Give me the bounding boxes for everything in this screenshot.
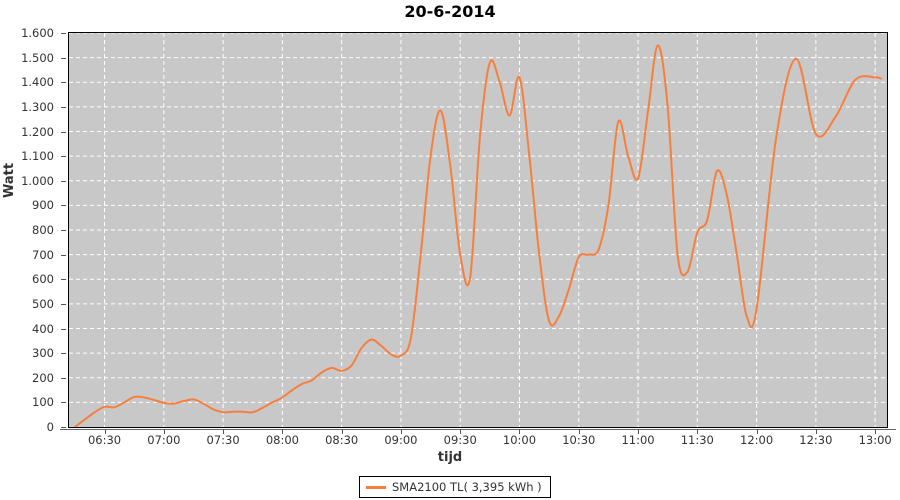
y-axis-tick-labels: 0 100 200 300 400 500 600 700 800 900 1.000 1.100 1.… [0,0,66,500]
y-tick-label: 300 [32,346,54,361]
y-tick-mark [61,180,66,182]
y-tick-label: 1.400 [21,75,54,90]
y-tick-mark [61,82,66,84]
x-tick-mark [875,429,877,434]
y-tick-mark [61,328,66,330]
x-tick-mark [815,429,817,434]
y-tick-label: 1.600 [21,26,54,40]
legend[interactable]: SMA2100 TL( 3,395 kWh ) [359,476,551,498]
x-tick-label: 13:00 [858,433,892,447]
chart-title: 20-6-2014 [404,2,496,21]
y-tick-label: 600 [32,272,54,287]
y-tick-mark [61,205,66,207]
y-tick-mark [61,377,66,379]
x-tick-mark [638,429,640,434]
x-tick-label: 10:00 [502,433,537,447]
y-tick-label: 0 [46,420,54,434]
x-tick-mark [341,429,343,434]
x-tick-label: 11:00 [621,433,655,447]
y-tick-label: 1.000 [21,173,54,188]
x-tick-mark [223,429,225,434]
x-axis-title: tijd [437,450,463,465]
legend-color-swatch [366,485,386,489]
y-tick-mark [61,254,66,256]
legend-entry-label: SMA2100 TL( 3,395 kWh ) [392,480,542,494]
y-tick-label: 400 [32,321,54,336]
x-tick-label: 11:30 [680,433,714,447]
x-tick-label: 09:30 [443,433,477,447]
plot-area [68,32,888,428]
x-tick-mark [104,429,106,434]
y-tick-mark [61,156,66,158]
y-tick-label: 1.500 [21,50,54,65]
y-tick-mark [61,303,66,305]
x-tick-mark [282,429,284,434]
y-tick-mark [61,33,66,34]
x-tick-label: 07:00 [147,433,181,447]
x-tick-label: 06:30 [87,433,122,447]
x-tick-label: 08:00 [265,433,299,447]
x-tick-mark [519,429,521,434]
series-line-sma2100tl [73,44,883,427]
y-tick-mark [61,279,66,281]
y-tick-mark [61,106,66,108]
x-tick-mark [697,429,699,434]
x-tick-label: 10:30 [562,433,596,447]
y-tick-label: 100 [32,395,54,410]
x-tick-label: 12:30 [799,433,833,447]
y-tick-mark [61,427,66,428]
x-tick-label: 07:30 [206,433,240,447]
y-tick-label: 200 [32,370,54,385]
y-tick-label: 500 [32,296,54,311]
x-tick-label: 12:00 [740,433,774,447]
y-tick-mark [61,57,66,59]
x-axis-baseline [60,429,896,430]
grid-lines [69,33,887,427]
y-tick-label: 1.200 [21,124,54,139]
y-tick-label: 800 [32,223,54,237]
x-tick-label: 08:30 [325,433,359,447]
y-tick-mark [61,353,66,355]
y-tick-label: 700 [32,247,54,262]
x-tick-mark [400,429,402,434]
x-tick-mark [578,429,580,434]
y-tick-label: 900 [32,198,54,213]
y-tick-mark [61,131,66,133]
y-tick-label: 1.100 [21,149,54,164]
y-tick-label: 1.300 [21,99,54,114]
x-tick-mark [460,429,462,434]
series-path [73,44,883,427]
x-tick-mark [756,429,758,434]
x-tick-mark [163,429,165,434]
y-tick-mark [61,230,66,231]
y-tick-mark [61,402,66,404]
x-tick-label: 09:00 [384,433,418,447]
